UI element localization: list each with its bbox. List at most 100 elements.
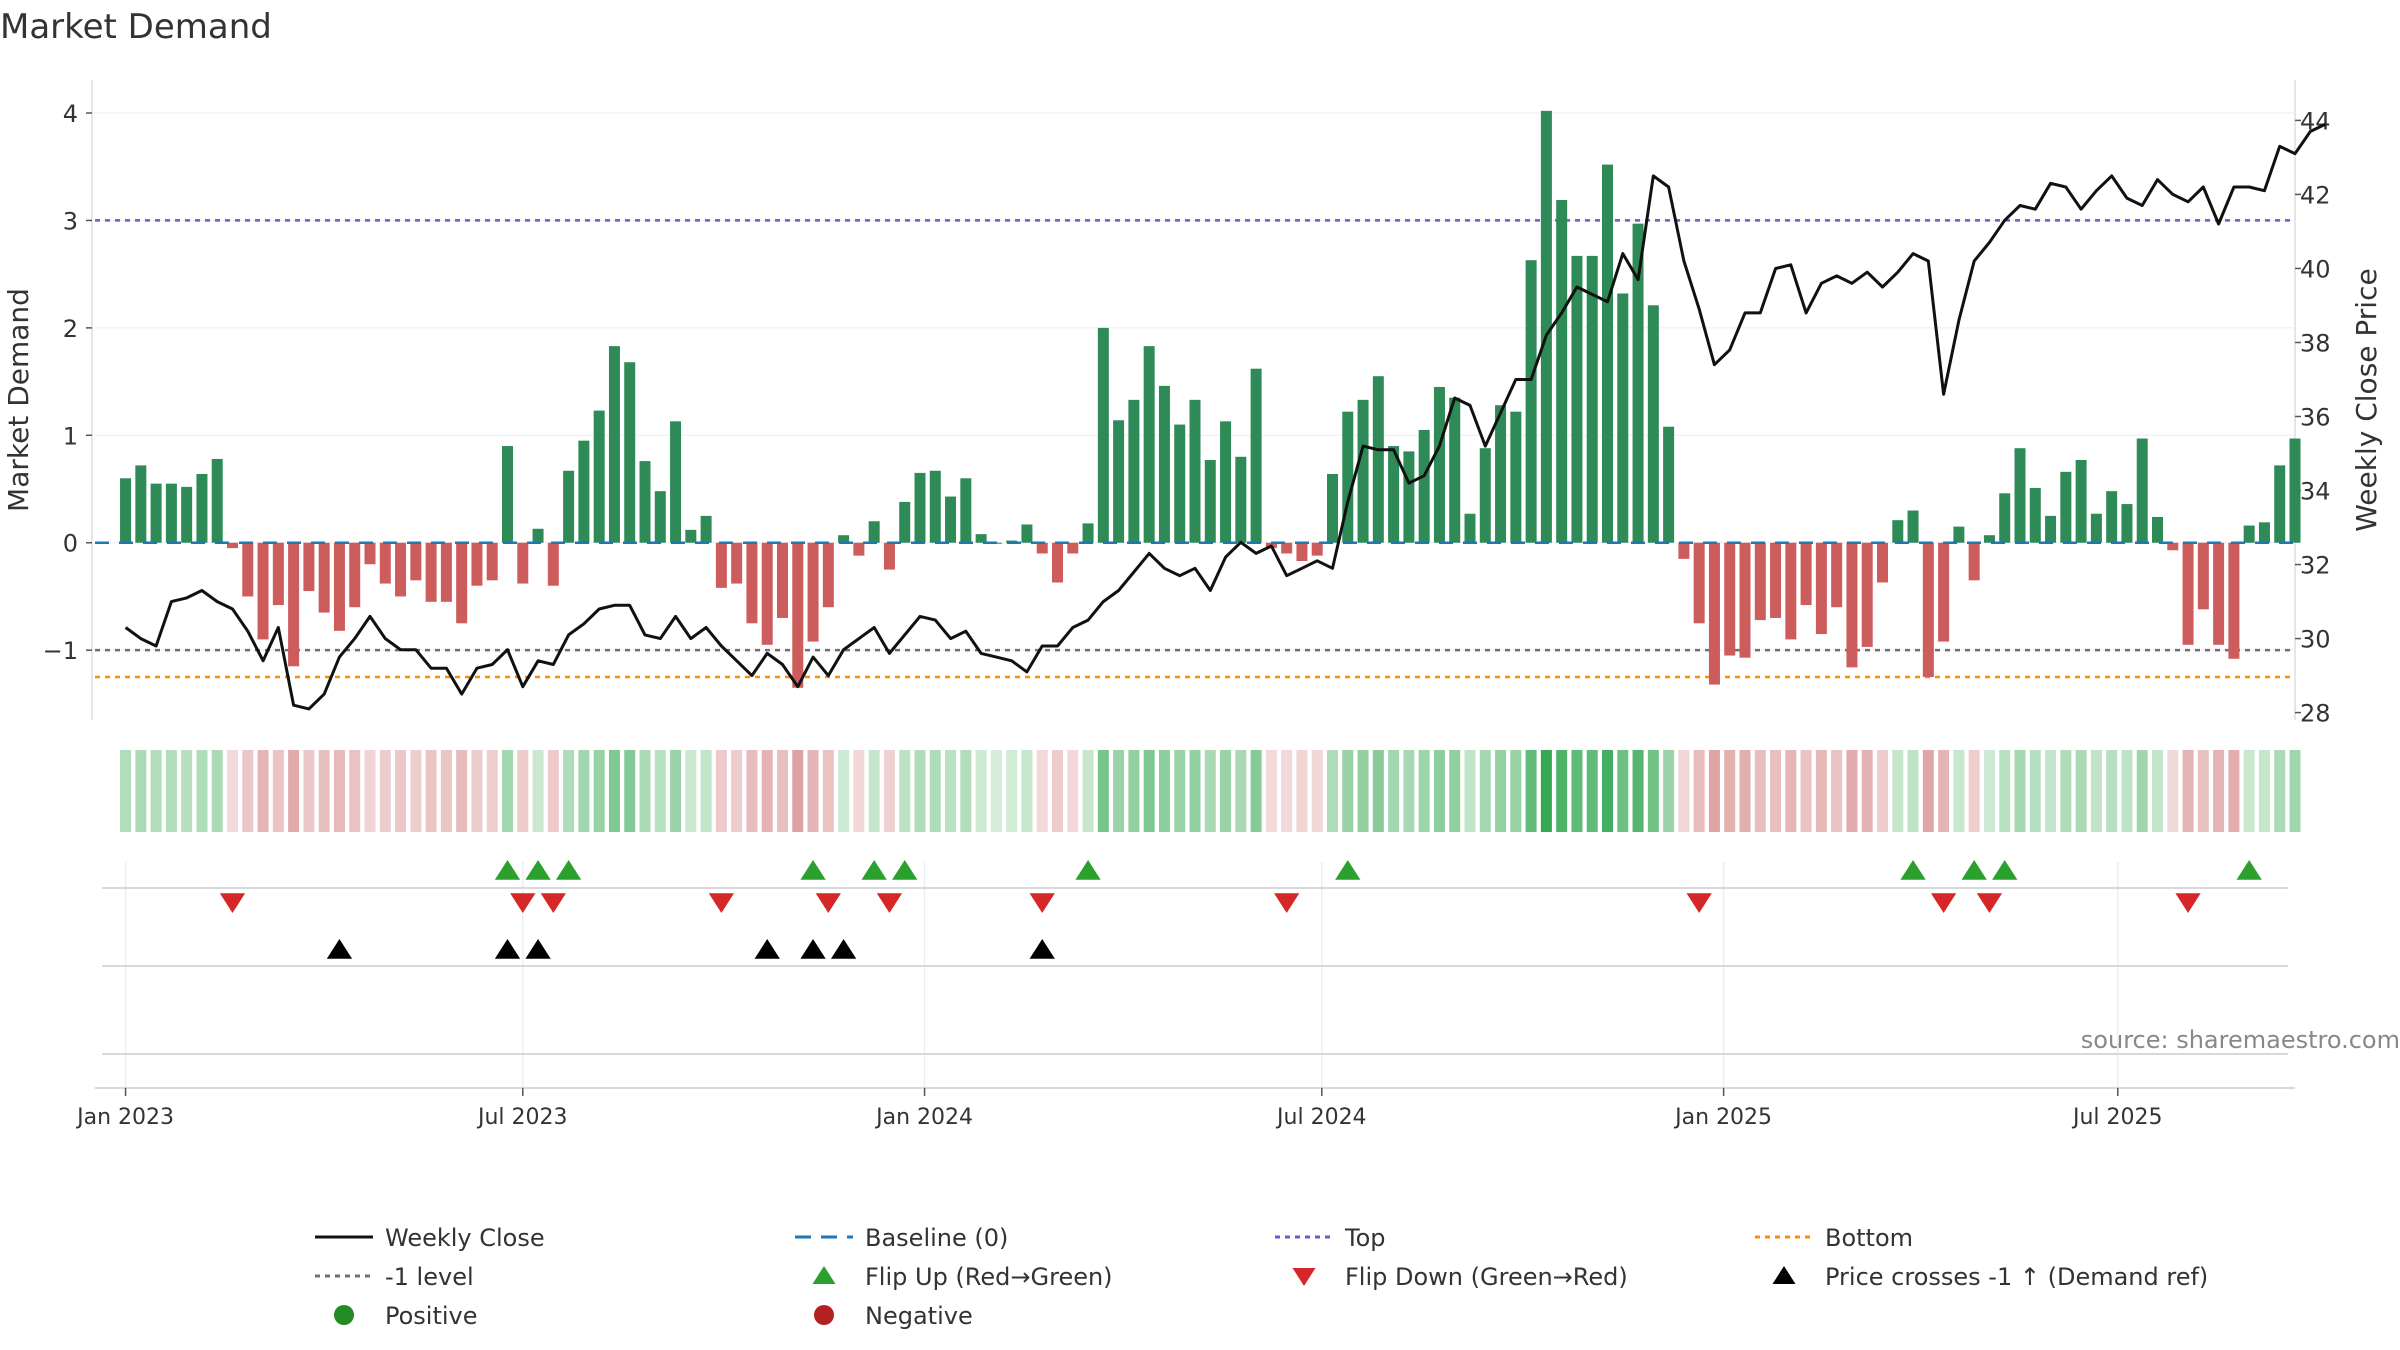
demand-bar bbox=[242, 542, 254, 597]
demand-bar bbox=[1036, 542, 1048, 554]
heat-strip-cell bbox=[272, 750, 284, 832]
demand-bar bbox=[975, 534, 987, 543]
heat-strip-cell bbox=[1281, 750, 1293, 832]
heat-strip-cell bbox=[1158, 750, 1170, 832]
demand-bar bbox=[1831, 542, 1843, 608]
x-tick-label: Jul 2025 bbox=[2071, 1105, 2163, 1130]
legend-item: Negative bbox=[814, 1302, 973, 1330]
demand-bar bbox=[2014, 448, 2026, 543]
demand-bar bbox=[1861, 542, 1873, 647]
heat-strip-cell bbox=[1327, 750, 1338, 832]
demand-bar bbox=[1067, 542, 1079, 554]
legend-label: -1 level bbox=[385, 1263, 474, 1291]
x-tick-label: Jul 2023 bbox=[476, 1105, 568, 1130]
demand-bar bbox=[1495, 405, 1507, 543]
demand-bar bbox=[165, 483, 177, 543]
demand-bar bbox=[608, 346, 620, 543]
demand-bar bbox=[761, 542, 773, 645]
heat-strip-cell bbox=[471, 750, 483, 832]
demand-bar bbox=[2029, 487, 2041, 543]
flip-up-marker bbox=[1992, 860, 2018, 880]
heat-strip-cell bbox=[1922, 750, 1934, 832]
demand-bar bbox=[2106, 491, 2118, 543]
demand-bar bbox=[1785, 542, 1797, 640]
heat-strip-cell bbox=[578, 750, 590, 832]
demand-bar bbox=[1311, 542, 1323, 556]
demand-bar bbox=[746, 542, 758, 624]
demand-bar bbox=[1250, 368, 1262, 543]
heat-strip-cell bbox=[1235, 750, 1247, 832]
y-tick-label-right: 44 bbox=[2300, 107, 2331, 135]
heat-strip-cell bbox=[318, 750, 330, 832]
demand-bar bbox=[1892, 520, 1904, 543]
heat-strip-cell bbox=[2289, 750, 2301, 832]
flip-up-marker bbox=[555, 860, 582, 880]
heat-strip-cell bbox=[1036, 750, 1048, 832]
legend-swatch bbox=[812, 1266, 836, 1284]
legend-label: Negative bbox=[865, 1302, 973, 1330]
weekly-close-line bbox=[124, 122, 2327, 711]
demand-bar bbox=[318, 542, 330, 613]
demand-bar bbox=[364, 542, 376, 565]
flip-down-marker bbox=[1930, 893, 1957, 913]
demand-bar bbox=[1449, 397, 1461, 543]
heat-strip-cell bbox=[960, 750, 972, 832]
heat-strip-cell bbox=[1449, 750, 1461, 832]
heat-strip-cell bbox=[1204, 750, 1216, 832]
heat-strip-cell bbox=[2152, 750, 2163, 832]
x-tick-label: Jan 2025 bbox=[1673, 1105, 1772, 1130]
demand-bar bbox=[272, 542, 284, 606]
demand-bar bbox=[1556, 200, 1568, 543]
demand-bar bbox=[1372, 376, 1384, 543]
flip-up-marker bbox=[2236, 860, 2262, 880]
demand-bar bbox=[1617, 293, 1629, 543]
heat-strip-cell bbox=[1739, 750, 1751, 832]
heat-strip-cell bbox=[257, 750, 269, 832]
heat-strip-cell bbox=[1861, 750, 1873, 832]
heat-strip-cell bbox=[1831, 750, 1843, 832]
demand-bar bbox=[1922, 542, 1934, 678]
flip-up-marker bbox=[1961, 860, 1987, 880]
demand-bar bbox=[471, 542, 483, 586]
demand-bar bbox=[868, 521, 880, 543]
y-tick-label-right: 34 bbox=[2300, 478, 2331, 506]
x-tick-label: Jul 2024 bbox=[1275, 1105, 1367, 1130]
legend-item: Positive bbox=[334, 1302, 478, 1330]
heat-strip-cell bbox=[2274, 750, 2286, 832]
demand-bar bbox=[2121, 504, 2133, 543]
chart-title: Market Demand bbox=[0, 7, 272, 47]
legend-item: Flip Up (Red→Green) bbox=[812, 1263, 1113, 1291]
demand-bar bbox=[1388, 446, 1400, 543]
heat-strip-cell bbox=[1189, 750, 1201, 832]
heat-strip-cell bbox=[1021, 750, 1033, 832]
heat-strip-cell bbox=[1815, 750, 1827, 832]
legend-label: Bottom bbox=[1825, 1224, 1913, 1252]
demand-bar bbox=[654, 491, 666, 543]
demand-bar bbox=[2213, 542, 2225, 645]
heat-strip-cell bbox=[2182, 750, 2194, 832]
demand-bar bbox=[1815, 542, 1827, 635]
demand-bar bbox=[227, 542, 238, 549]
heat-strip-cell bbox=[2029, 750, 2041, 832]
heat-strip-cell bbox=[1632, 750, 1644, 832]
heat-strip-cell bbox=[288, 750, 300, 832]
y-tick-label-left: 1 bbox=[63, 422, 78, 450]
heat-strip-cell bbox=[1311, 750, 1323, 832]
demand-bar bbox=[1174, 424, 1186, 543]
heat-strip-cell bbox=[1571, 750, 1583, 832]
demand-bar bbox=[1220, 421, 1232, 543]
flip-up-marker bbox=[861, 860, 887, 880]
heat-strip-cell bbox=[1097, 750, 1109, 832]
demand-bar bbox=[670, 421, 682, 543]
legend-item: Bottom bbox=[1755, 1224, 1913, 1252]
demand-bar bbox=[456, 542, 468, 624]
demand-bar bbox=[929, 470, 941, 543]
demand-bar bbox=[1938, 542, 1950, 642]
demand-bar bbox=[1571, 255, 1583, 543]
demand-bar bbox=[2274, 465, 2286, 543]
heat-strip-cell bbox=[1602, 750, 1613, 832]
heat-strip-cell bbox=[670, 750, 682, 832]
heat-strip-cell bbox=[1556, 750, 1568, 832]
heat-strip-cell bbox=[440, 750, 452, 832]
